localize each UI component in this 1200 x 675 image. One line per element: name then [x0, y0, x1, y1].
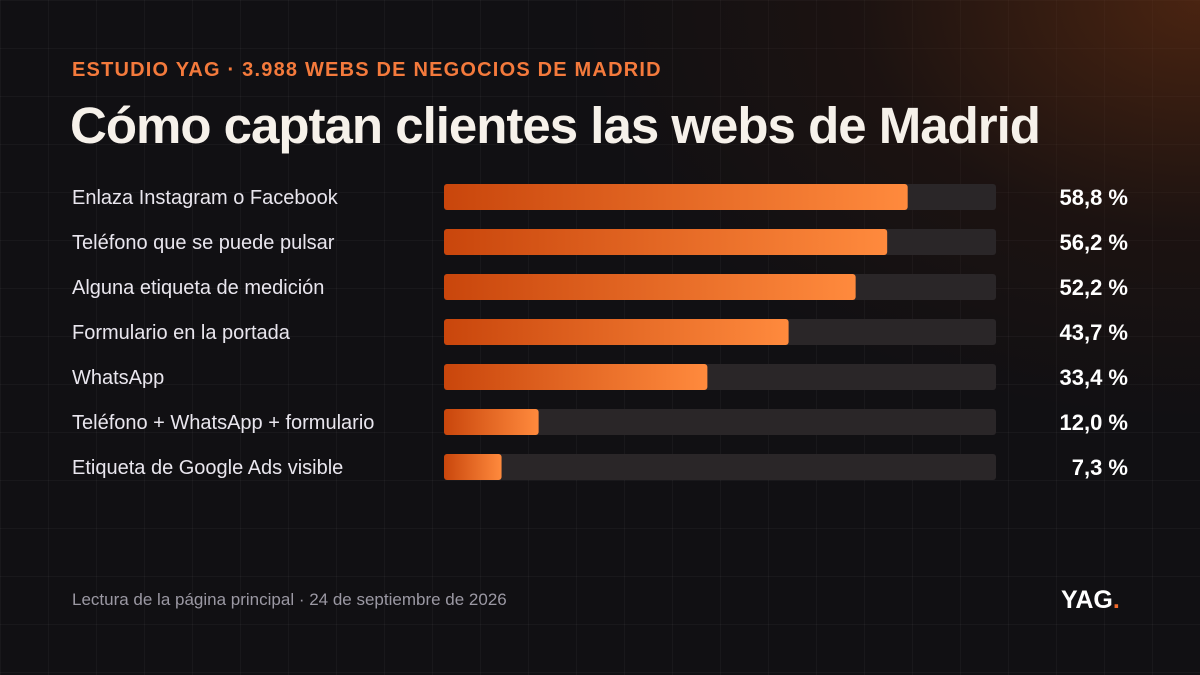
bar-row: WhatsApp 33,4 %	[72, 364, 1128, 390]
bar	[444, 454, 502, 480]
bar-row: Formulario en la portada 43,7 %	[72, 319, 1128, 345]
value-label: 43,7 %	[1060, 320, 1129, 345]
bar-row: Teléfono que se puede pulsar 56,2 %	[72, 229, 1128, 255]
chart-title: Cómo captan clientes las webs de Madrid	[70, 97, 1041, 154]
category-label: Teléfono que se puede pulsar	[72, 232, 335, 254]
bar-row: Teléfono + WhatsApp + formulario 12,0 %	[72, 409, 1128, 435]
bar	[444, 319, 789, 345]
value-label: 12,0 %	[1060, 410, 1129, 435]
bar	[444, 184, 908, 210]
value-label: 56,2 %	[1060, 230, 1129, 255]
bar-track	[444, 454, 996, 480]
bar	[444, 364, 708, 390]
bar-row: Etiqueta de Google Ads visible 7,3 %	[72, 454, 1128, 480]
bar	[444, 409, 539, 435]
value-label: 52,2 %	[1060, 275, 1129, 300]
chart-eyebrow: ESTUDIO YAG · 3.988 WEBS DE NEGOCIOS DE …	[72, 59, 662, 81]
bar	[444, 274, 856, 300]
category-label: Teléfono + WhatsApp + formulario	[72, 412, 374, 434]
value-label: 7,3 %	[1072, 455, 1128, 480]
bar-row: Alguna etiqueta de medición 52,2 %	[72, 274, 1128, 300]
category-label: WhatsApp	[72, 367, 164, 389]
yag-logo: YAG.	[1061, 586, 1120, 614]
bar-track	[444, 409, 996, 435]
category-label: Alguna etiqueta de medición	[72, 277, 324, 299]
value-label: 33,4 %	[1060, 365, 1129, 390]
value-label: 58,8 %	[1060, 185, 1129, 210]
footer-note: Lectura de la página principal · 24 de s…	[72, 590, 507, 609]
category-label: Formulario en la portada	[72, 322, 291, 344]
bar	[444, 229, 888, 255]
bar-chart: Enlaza Instagram o Facebook 58,8 % Teléfon…	[72, 184, 1128, 480]
category-label: Enlaza Instagram o Facebook	[72, 187, 339, 209]
bar-row: Enlaza Instagram o Facebook 58,8 %	[72, 184, 1128, 210]
category-label: Etiqueta de Google Ads visible	[72, 457, 343, 479]
